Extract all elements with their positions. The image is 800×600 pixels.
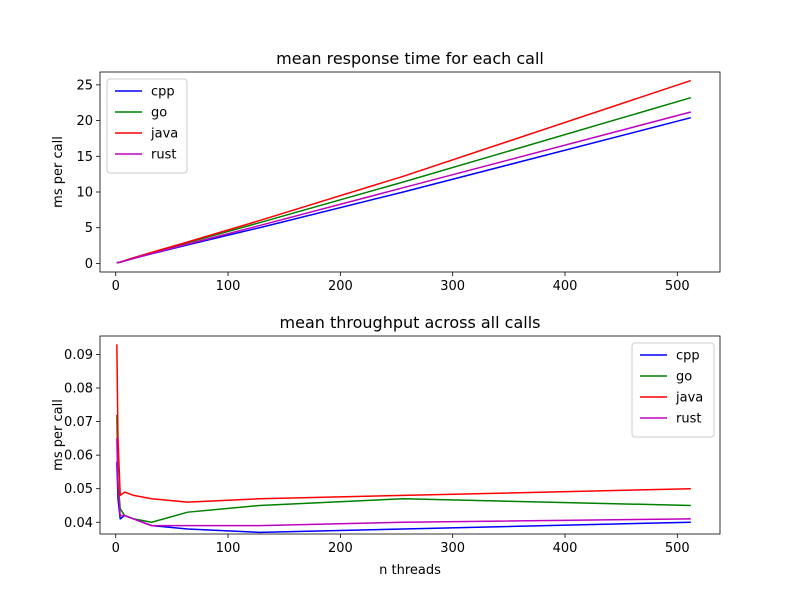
legend-label-cpp: cpp: [676, 349, 700, 364]
y-tick-label: 5: [85, 221, 93, 236]
axes-frame: [99, 71, 721, 273]
series-line-rust: [116, 111, 691, 264]
y-tick-label: 0.05: [64, 482, 93, 497]
legend-box: [106, 78, 188, 174]
subplot-2: 0 100 200 300 400 500 0.04 0.05 0.06 0.07 0.08 0.09…: [51, 313, 721, 578]
y-tick-label: 20: [76, 114, 93, 129]
series-line-cpp: [116, 116, 691, 264]
legend: cpp go java rust: [631, 342, 715, 438]
x-tick-label: 0: [112, 541, 120, 556]
x-tick-label: 400: [553, 541, 578, 556]
y-axis-label: ms per call: [51, 136, 66, 208]
axes-frame: [99, 335, 721, 535]
series-line-rust: [116, 438, 691, 527]
legend-label-java: java: [150, 127, 178, 142]
x-tick-label: 200: [328, 279, 353, 294]
legend-label-go: go: [676, 370, 692, 385]
legend: cpp go java rust: [106, 78, 188, 174]
y-tick-label: 0.04: [64, 516, 93, 531]
x-tick-label: 300: [440, 279, 465, 294]
x-tick-label: 0: [112, 279, 120, 294]
legend-label-rust: rust: [151, 148, 176, 163]
y-tick-label: 0.09: [64, 348, 93, 363]
x-tick-label: 100: [216, 279, 241, 294]
y-tick-label: 25: [76, 78, 93, 93]
chart-title: mean response time for each call: [276, 49, 544, 68]
y-tick-label: 0.07: [64, 415, 93, 430]
y-tick-label: 15: [76, 150, 93, 165]
legend-label-rust: rust: [676, 412, 701, 427]
x-axis-label: n threads: [379, 563, 441, 578]
chart-title: mean throughput across all calls: [280, 313, 541, 332]
series-line-java: [116, 79, 692, 264]
legend-box: [631, 342, 715, 438]
x-tick-label: 300: [440, 541, 465, 556]
x-tick-label: 500: [665, 279, 690, 294]
y-axis-label: ms per call: [51, 399, 66, 471]
x-tick-label: 100: [216, 541, 241, 556]
series-line-go: [116, 414, 691, 523]
legend-label-cpp: cpp: [151, 85, 175, 100]
x-tick-label: 400: [553, 279, 578, 294]
x-tick-label: 200: [328, 541, 353, 556]
legend-label-go: go: [151, 106, 167, 121]
y-tick-label: 0: [85, 257, 93, 272]
y-tick-label: 10: [76, 186, 93, 201]
y-tick-label: 0.06: [64, 449, 93, 464]
series-line-java: [116, 344, 691, 503]
legend-label-java: java: [675, 391, 703, 406]
x-tick-label: 500: [665, 541, 690, 556]
y-tick-label: 0.08: [64, 382, 93, 397]
subplot-1: 0 100 200 300 400 500 0 5 10 15 20 25 mean response …: [51, 49, 721, 294]
